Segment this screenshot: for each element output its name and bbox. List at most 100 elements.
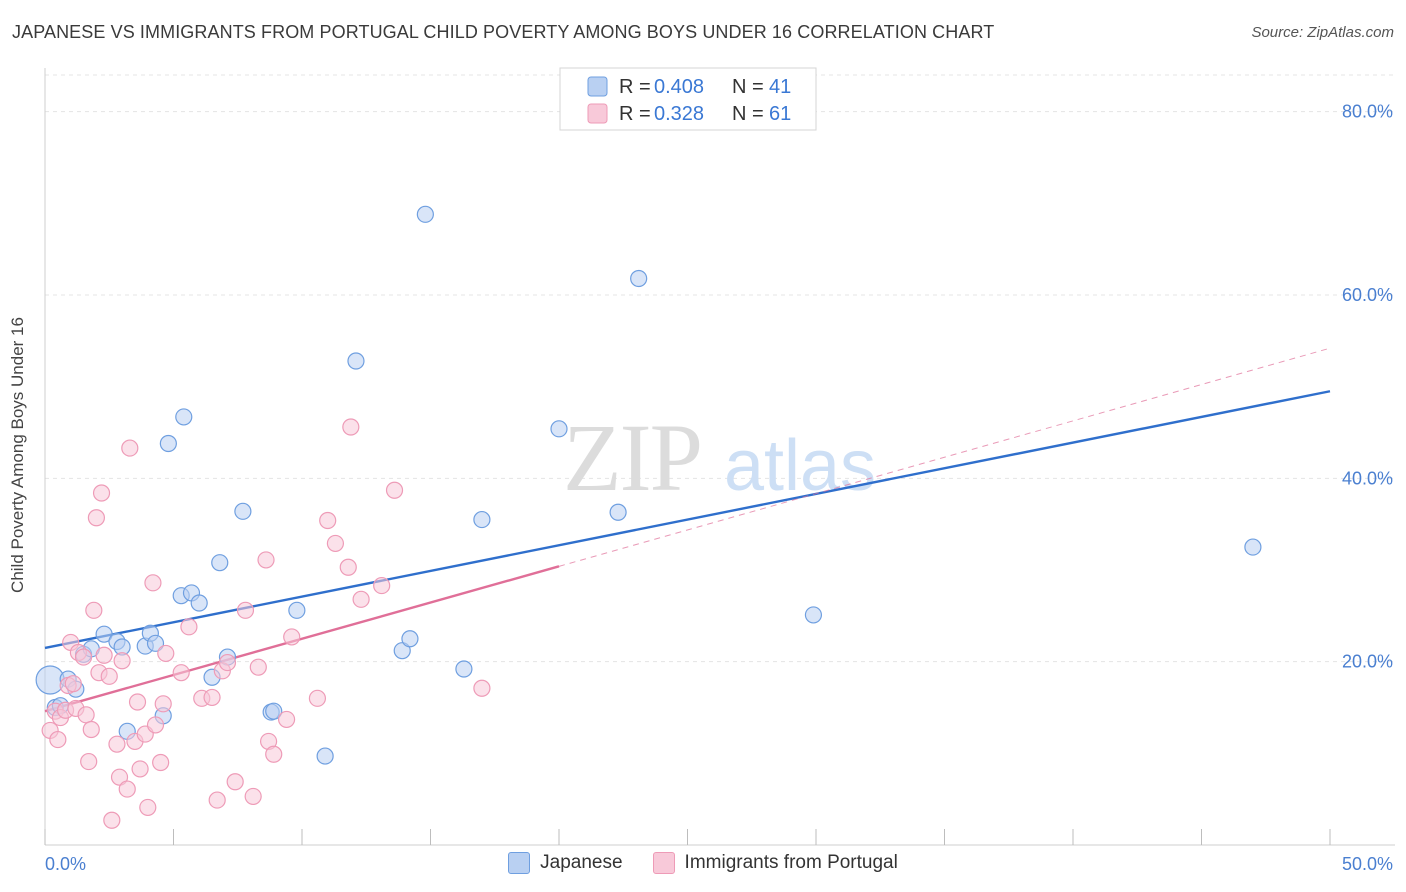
point-japanese xyxy=(473,510,491,529)
legend-r-label: R = xyxy=(619,76,651,98)
point-japanese xyxy=(316,747,334,765)
legend-n-value: 61 xyxy=(769,103,791,125)
point-japanese xyxy=(234,502,252,520)
point-portugal xyxy=(319,511,337,530)
point-japanese xyxy=(550,420,568,438)
point-portugal xyxy=(236,601,255,619)
point-japanese xyxy=(1244,538,1262,556)
point-japanese xyxy=(265,702,283,720)
point-portugal xyxy=(77,706,95,724)
point-portugal xyxy=(326,534,345,553)
point-portugal xyxy=(180,618,198,636)
point-japanese xyxy=(804,606,823,624)
legend-label-japanese: Japanese xyxy=(540,852,623,873)
point-portugal xyxy=(113,652,131,670)
point-portugal xyxy=(385,481,404,499)
point-portugal xyxy=(265,745,283,763)
point-portugal xyxy=(244,787,262,806)
point-japanese xyxy=(609,503,627,521)
point-portugal xyxy=(277,710,296,729)
legend-r-value: 0.328 xyxy=(654,103,704,125)
point-portugal xyxy=(108,735,126,753)
point-portugal xyxy=(74,648,93,666)
point-portugal xyxy=(110,768,129,786)
point-portugal xyxy=(146,716,165,734)
point-portugal xyxy=(203,688,221,707)
x-tick-labels: 0.0% 50.0% xyxy=(45,854,1393,874)
point-portugal xyxy=(218,653,237,672)
point-portugal xyxy=(85,601,103,619)
trend-line-japanese xyxy=(44,390,1331,650)
point-portugal xyxy=(373,576,391,595)
bottom-legend: Japanese Immigrants from Portugal xyxy=(0,852,1406,874)
y-tick-label: 20.0% xyxy=(1342,652,1393,672)
point-japanese xyxy=(401,630,419,648)
point-portugal xyxy=(249,658,267,676)
point-japanese xyxy=(416,205,434,223)
point-japanese xyxy=(393,642,411,660)
point-japanese xyxy=(190,594,208,612)
point-japanese xyxy=(211,554,229,572)
legend-item-japanese: Japanese xyxy=(508,852,623,874)
y-tick-label: 60.0% xyxy=(1342,285,1393,305)
point-portugal xyxy=(473,679,491,697)
point-portugal xyxy=(226,773,244,791)
point-japanese xyxy=(146,634,165,652)
axes xyxy=(44,68,1395,846)
point-portugal xyxy=(257,551,275,569)
point-portugal xyxy=(283,628,301,646)
point-portugal xyxy=(82,720,100,739)
point-portugal xyxy=(103,811,121,829)
point-portugal xyxy=(208,791,226,809)
trend-line-portugal xyxy=(44,565,560,713)
point-portugal xyxy=(154,695,172,713)
point-portugal xyxy=(80,752,98,771)
point-portugal xyxy=(49,730,67,749)
point-japanese xyxy=(347,352,365,370)
point-portugal xyxy=(352,590,370,608)
point-portugal xyxy=(139,798,157,817)
point-portugal xyxy=(100,667,118,685)
trend-lines xyxy=(44,347,1331,713)
gridlines xyxy=(45,74,1395,663)
point-portugal xyxy=(87,509,106,527)
point-portugal xyxy=(308,689,327,707)
legend-n-value: 41 xyxy=(769,76,791,98)
y-tick-labels: 20.0% 40.0% 60.0% 80.0% xyxy=(1342,102,1393,672)
data-points xyxy=(35,205,1262,829)
watermark: ZIP atlas xyxy=(563,404,876,511)
x-tick-label-min: 0.0% xyxy=(45,854,86,874)
legend-label-portugal: Immigrants from Portugal xyxy=(684,852,898,873)
point-portugal xyxy=(131,760,149,778)
legend-swatch xyxy=(587,76,608,97)
legend-n-label: N = xyxy=(732,103,764,125)
x-tick-label-max: 50.0% xyxy=(1342,854,1393,874)
chart-title: JAPANESE VS IMMIGRANTS FROM PORTUGAL CHI… xyxy=(12,22,995,42)
legend-swatch xyxy=(587,103,608,124)
point-portugal xyxy=(64,675,82,693)
legend-r-value: 0.408 xyxy=(654,76,704,98)
legend-swatch-japanese xyxy=(508,852,531,874)
y-tick-label: 80.0% xyxy=(1342,102,1393,122)
point-portugal xyxy=(92,484,111,502)
point-portugal xyxy=(128,693,147,711)
point-japanese xyxy=(95,625,113,643)
point-japanese xyxy=(175,408,193,426)
point-japanese xyxy=(455,660,473,678)
trend-line-portugal-extension xyxy=(558,347,1331,567)
point-portugal xyxy=(152,753,170,772)
point-portugal xyxy=(157,644,175,663)
legend: R = 0.408 N = 41 R = 0.328 N = 61 xyxy=(559,67,817,131)
point-portugal xyxy=(342,418,360,436)
legend-item-portugal: Immigrants from Portugal xyxy=(652,852,898,874)
y-tick-label: 40.0% xyxy=(1342,468,1393,488)
point-portugal xyxy=(121,439,139,457)
point-portugal xyxy=(118,780,136,798)
legend-r-label: R = xyxy=(619,103,651,125)
legend-swatch-portugal xyxy=(652,852,675,874)
point-japanese xyxy=(288,601,306,619)
point-portugal xyxy=(144,574,162,592)
point-portugal xyxy=(339,558,357,576)
point-japanese xyxy=(630,269,648,288)
